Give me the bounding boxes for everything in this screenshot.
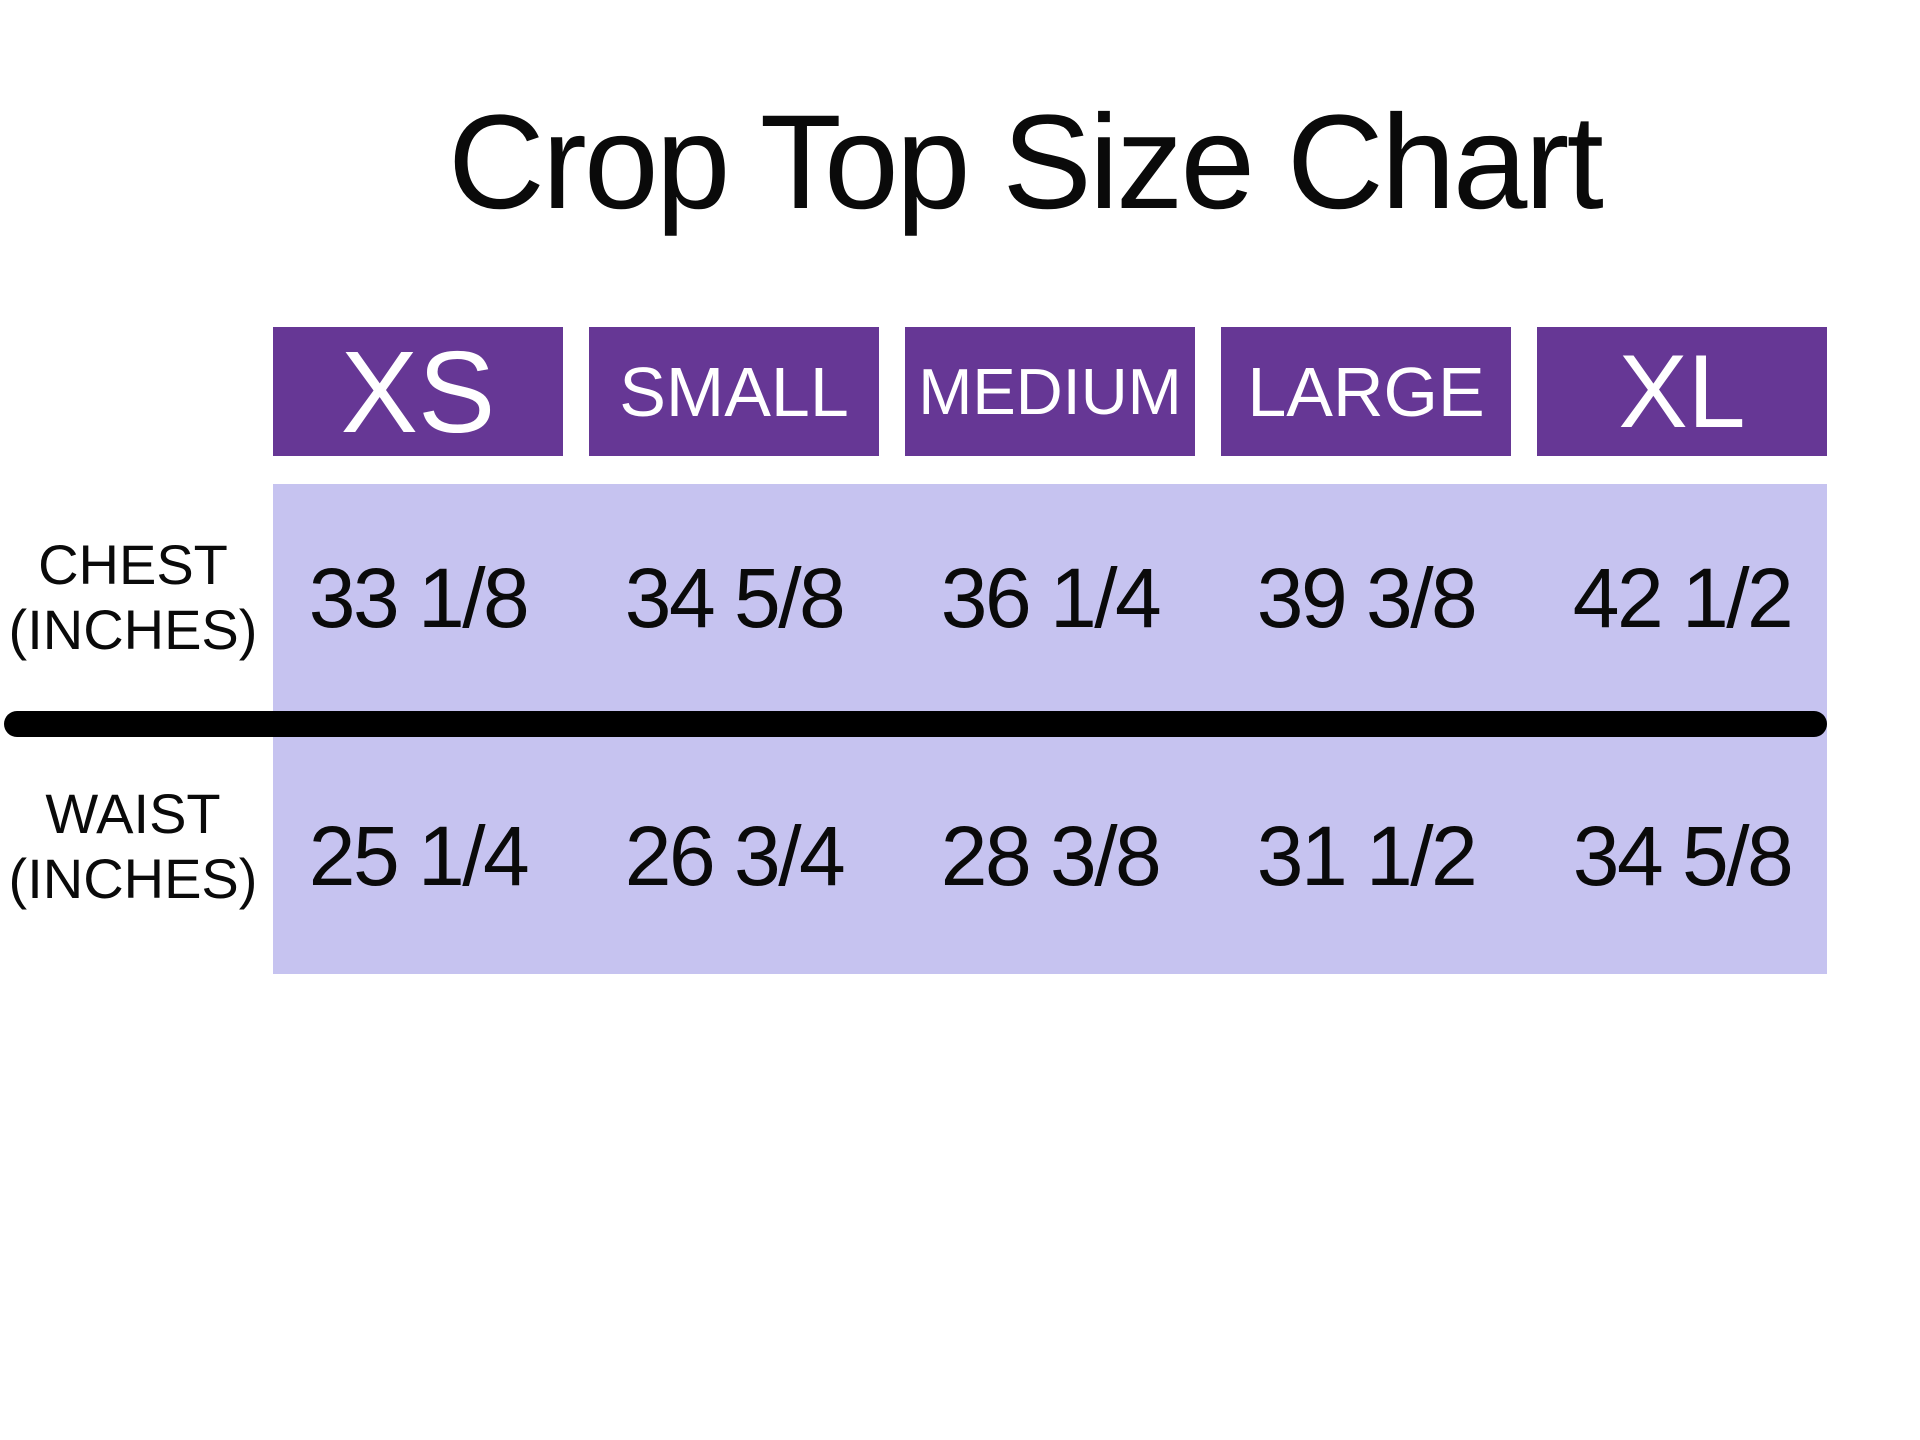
waist-value-xl: 34 5/8 [1572, 808, 1794, 903]
size-header-small-label: SMALL [619, 352, 849, 431]
row-label-chest-line1: CHEST [38, 532, 228, 596]
row-label-waist-line2: (INCHES) [8, 847, 258, 910]
waist-value-large: 31 1/2 [1256, 808, 1478, 903]
size-header-large-label: LARGE [1247, 352, 1485, 431]
chest-value-xl: 42 1/2 [1572, 550, 1794, 645]
waist-values-row: 25 1/4 26 3/4 28 3/8 31 1/2 34 5/8 [273, 737, 1827, 974]
size-header-row: XS SMALL MEDIUM LARGE XL [273, 327, 1827, 456]
waist-value-medium: 28 3/8 [940, 808, 1162, 903]
size-header-medium: MEDIUM [905, 327, 1195, 456]
page-title: Crop Top Size Chart [448, 88, 1604, 237]
size-header-xs-label: XS [340, 326, 496, 457]
size-header-small: SMALL [589, 327, 879, 456]
waist-value-small: 26 3/4 [624, 808, 846, 903]
size-header-xl: XL [1537, 327, 1827, 456]
size-header-xs: XS [273, 327, 563, 456]
waist-value-xs: 25 1/4 [308, 808, 530, 903]
row-label-waist-line1: WAIST [45, 782, 221, 846]
row-label-waist: WAIST (INCHES) [0, 737, 266, 957]
size-header-large: LARGE [1221, 327, 1511, 456]
size-header-xl-label: XL [1618, 333, 1746, 450]
row-label-chest-line2: (INCHES) [8, 597, 258, 661]
row-label-chest: CHEST (INCHES) [0, 484, 266, 711]
chest-value-xs: 33 1/8 [308, 550, 530, 645]
row-divider-line [4, 711, 1827, 737]
chest-value-large: 39 3/8 [1256, 550, 1478, 645]
chest-values-row: 33 1/8 34 5/8 36 1/4 39 3/8 42 1/2 [273, 484, 1827, 711]
chest-value-small: 34 5/8 [624, 550, 846, 645]
chest-value-medium: 36 1/4 [940, 550, 1162, 645]
size-header-medium-label: MEDIUM [918, 355, 1182, 428]
